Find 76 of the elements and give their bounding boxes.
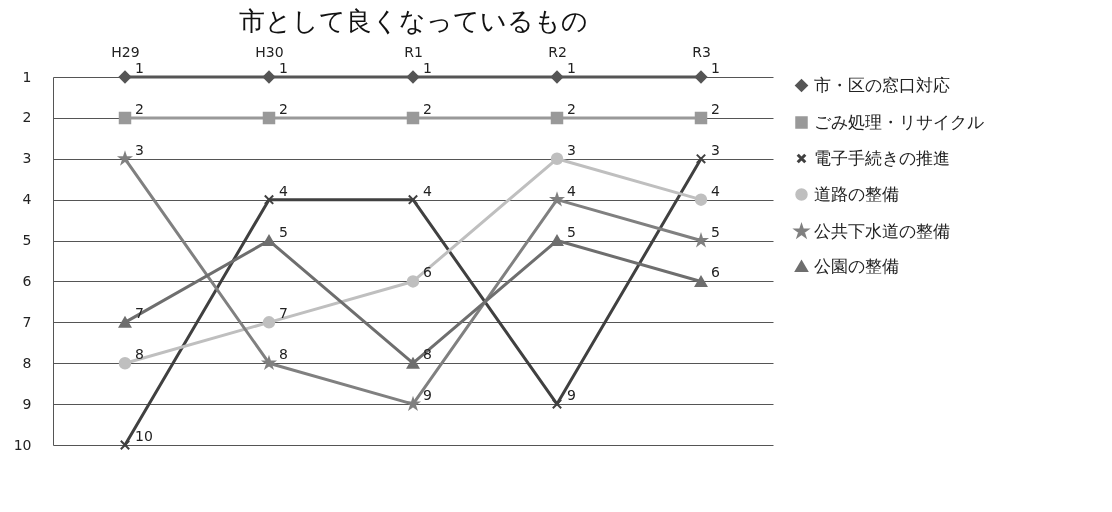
- data-label: 8: [135, 346, 144, 363]
- point: [262, 111, 276, 125]
- data-label: 6: [711, 264, 720, 281]
- point: [118, 70, 132, 84]
- data-label: 9: [423, 387, 432, 404]
- point: [550, 111, 564, 125]
- data-label: 2: [567, 100, 576, 117]
- legend-label: ごみ処理・リサイクル: [814, 111, 984, 132]
- legend-label: 公共下水道の整備: [814, 220, 950, 241]
- point: [406, 111, 420, 125]
- x-tick-label: R3: [692, 43, 711, 60]
- y-tick-label: 2: [22, 109, 32, 126]
- data-label: 5: [567, 223, 576, 240]
- point: [406, 70, 420, 84]
- point: [262, 70, 276, 84]
- y-tick-label: 1: [22, 68, 32, 85]
- data-label: 5: [279, 223, 288, 240]
- data-label: 10: [135, 428, 153, 444]
- data-label: 2: [423, 100, 432, 117]
- data-label: 8: [279, 346, 288, 363]
- point: [118, 316, 132, 328]
- data-label: 3: [567, 141, 576, 158]
- y-tick-label: 4: [22, 191, 32, 208]
- point: [118, 356, 132, 370]
- point: [550, 152, 564, 166]
- point: [695, 153, 707, 164]
- data-label: 1: [135, 60, 144, 76]
- point: [550, 235, 564, 247]
- data-label: 4: [567, 182, 576, 199]
- y-tick-label: 10: [13, 436, 32, 453]
- x-tick-label: R2: [548, 43, 567, 60]
- data-label: 5: [711, 223, 720, 240]
- x-tick-label: H30: [255, 43, 284, 60]
- chart-title: 市として良くなっているもの: [238, 6, 588, 36]
- x-tick-label: H29: [111, 43, 140, 60]
- y-tick-label: 5: [22, 232, 32, 249]
- point: [118, 111, 132, 125]
- data-label: 4: [279, 182, 288, 199]
- y-tick-label: 7: [22, 313, 32, 330]
- data-label: 9: [567, 387, 576, 404]
- data-label: 3: [135, 141, 144, 158]
- data-label: 1: [423, 60, 432, 76]
- y-tick-label: 3: [22, 150, 32, 167]
- point: [550, 70, 564, 84]
- point: [119, 439, 131, 451]
- point: [406, 275, 420, 288]
- point: [407, 194, 419, 205]
- data-label: 8: [423, 346, 432, 363]
- data-label: 6: [423, 264, 432, 281]
- y-tick-label: 9: [22, 395, 32, 412]
- data-label: 4: [711, 182, 720, 199]
- point: [262, 235, 276, 247]
- y-tick-label: 8: [22, 354, 32, 371]
- data-label: 1: [567, 60, 576, 76]
- legend-label: 電子手続きの推進: [814, 147, 950, 168]
- point: [262, 316, 276, 329]
- point: [406, 357, 420, 369]
- data-label: 2: [711, 100, 720, 117]
- point: [694, 111, 708, 125]
- legend-label: 公園の整備: [814, 255, 899, 276]
- point: [694, 275, 708, 287]
- point: [694, 193, 708, 206]
- point: [551, 398, 563, 410]
- legend-label: 市・区の窓口対応: [814, 74, 950, 95]
- data-label: 2: [279, 100, 288, 117]
- point: [263, 194, 275, 205]
- point: [694, 70, 708, 84]
- legend-label: 道路の整備: [814, 183, 899, 204]
- x-tick-label: R1: [404, 43, 423, 60]
- data-label: 4: [423, 182, 432, 199]
- data-label: 3: [711, 141, 720, 158]
- data-label: 7: [279, 305, 288, 322]
- data-label: 1: [711, 60, 720, 76]
- data-label: 2: [135, 100, 144, 117]
- data-label: 1: [279, 60, 288, 76]
- y-tick-label: 6: [22, 272, 32, 289]
